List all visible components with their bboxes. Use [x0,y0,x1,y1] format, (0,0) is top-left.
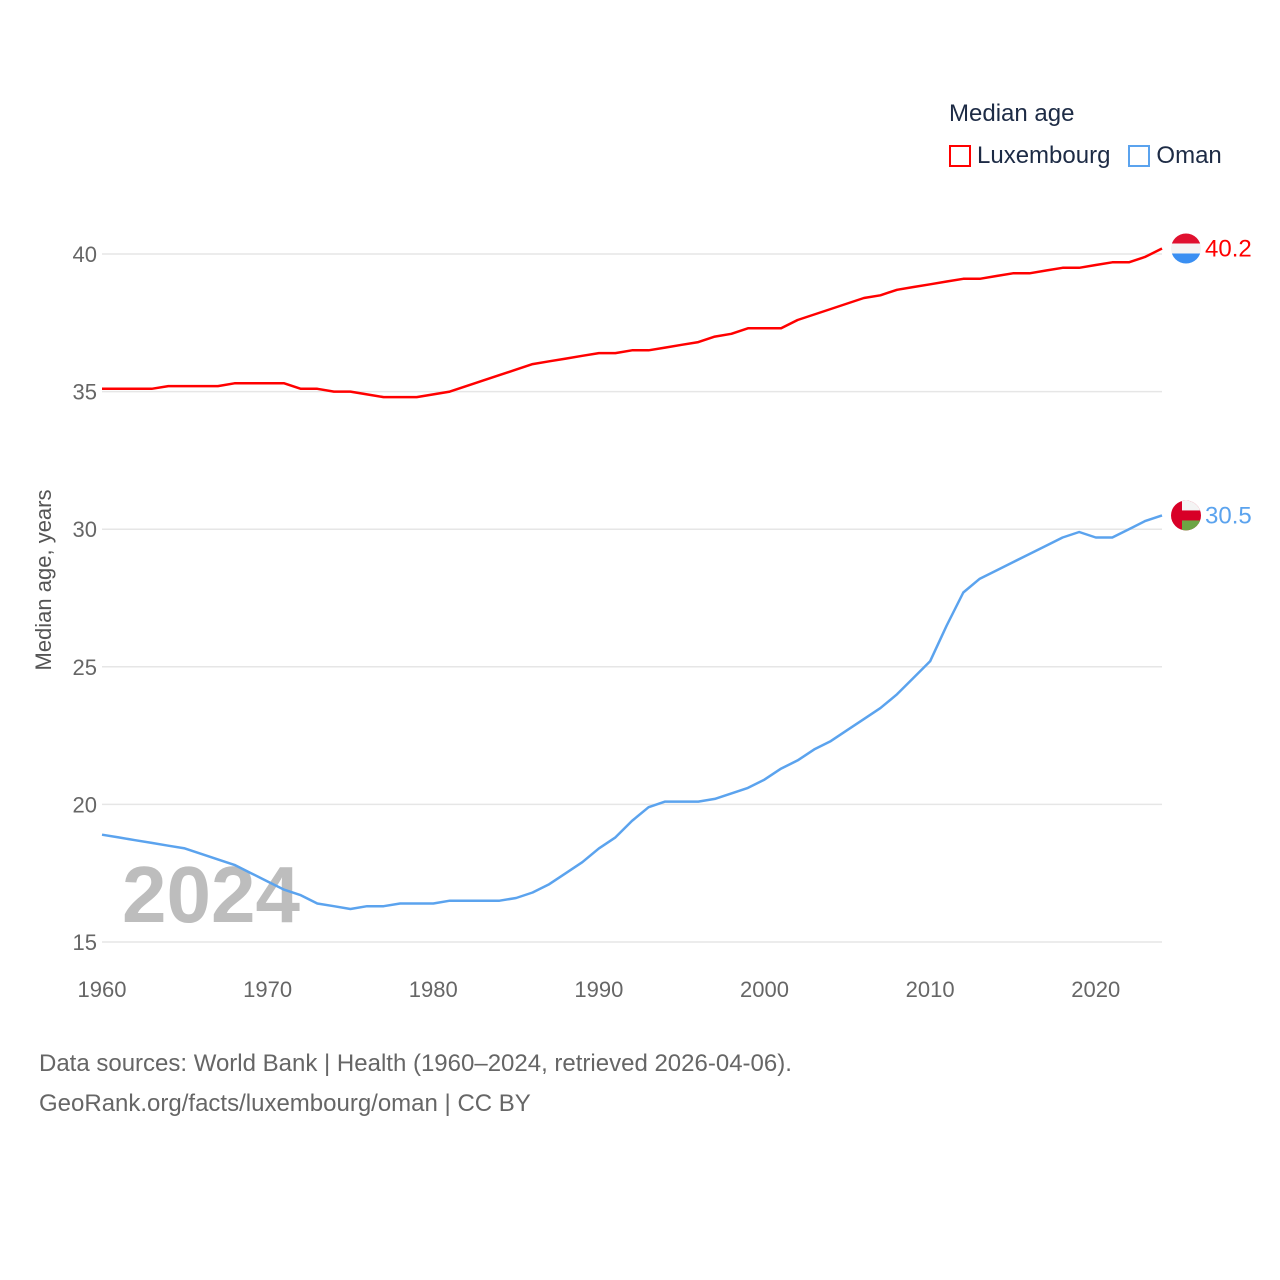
legend-swatch-luxembourg [949,145,971,167]
legend: Luxembourg Oman [949,142,1222,170]
series-line-luxembourg [102,247,1163,399]
y-tick-label: 25 [73,655,97,680]
source-link[interactable]: GeoRank.org/facts/luxembourg/oman | CC B… [39,1090,531,1117]
x-tick-label: 1990 [574,977,623,1002]
legend-title: Median age [949,100,1075,127]
x-tick-label: 2010 [906,977,955,1002]
legend-label: Oman [1156,142,1222,169]
y-tick-label: 35 [73,380,97,405]
y-tick-label: 15 [73,930,97,955]
y-tick-label: 20 [73,792,97,817]
footer: Data sources: World Bank | Health (1960–… [39,1044,792,1124]
x-tick-label: 2020 [1071,977,1120,1002]
y-axis-label: Median age, years [31,490,56,671]
x-tick-label: 2000 [740,977,789,1002]
y-tick-label: 40 [73,242,97,267]
y-tick-label: 30 [73,517,97,542]
legend-label: Luxembourg [977,142,1111,169]
year-watermark: 2024 [122,850,300,939]
x-tick-label: 1970 [243,977,292,1002]
x-tick-label: 1960 [78,977,127,1002]
series-line-oman [101,514,1163,911]
legend-item-oman[interactable]: Oman [1128,142,1222,170]
legend-swatch-oman [1128,145,1151,167]
flag-icon-oman [1171,500,1201,531]
end-value-label: 40.2 [1205,235,1252,262]
flag-icon-luxembourg [1171,233,1201,264]
end-value-label: 30.5 [1205,502,1252,529]
x-tick-label: 1980 [409,977,458,1002]
data-sources: Data sources: World Bank | Health (1960–… [39,1050,792,1077]
legend-item-luxembourg[interactable]: Luxembourg [949,142,1110,170]
